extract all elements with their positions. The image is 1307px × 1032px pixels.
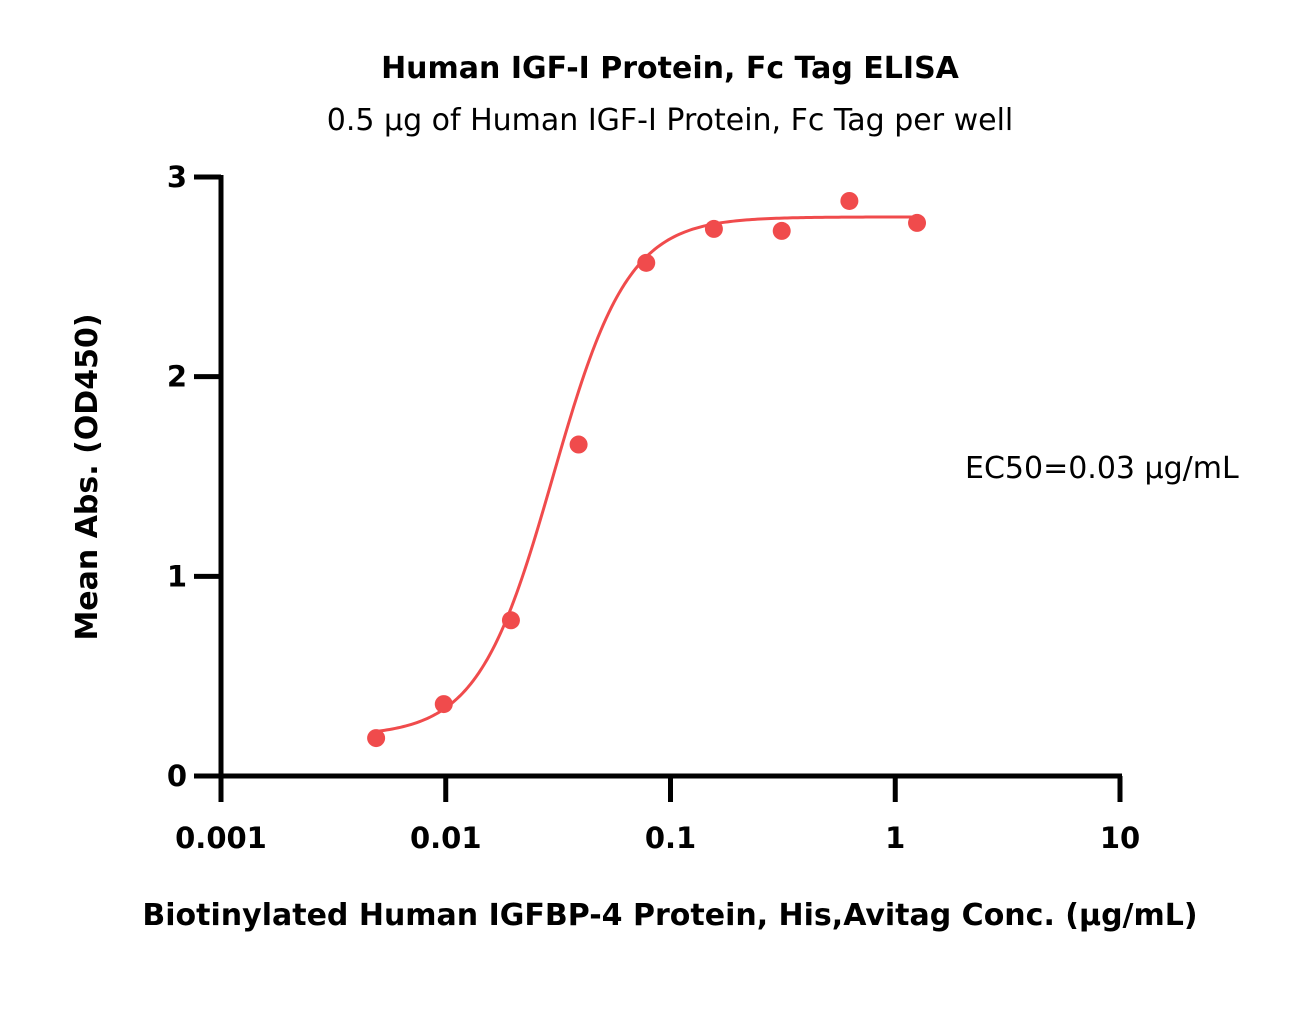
y-tick-label: 3	[167, 160, 187, 194]
data-point	[840, 191, 859, 210]
x-tick-label: 1	[885, 821, 905, 855]
x-tick-label: 10	[1100, 821, 1140, 855]
data-point	[501, 611, 520, 630]
x-tick-label: 0.001	[175, 821, 267, 855]
y-tick-label: 1	[167, 559, 187, 593]
data-point	[908, 213, 927, 232]
fit-layer	[375, 215, 918, 733]
data-point	[569, 435, 588, 454]
y-tick-label: 0	[167, 759, 187, 793]
x-axis-label: Biotinylated Human IGFBP-4 Protein, His,…	[142, 898, 1197, 933]
points-layer	[367, 191, 927, 748]
axes: 0 1 2 3 0.001 0.01 0.1 1 10	[167, 160, 1140, 855]
data-point	[704, 219, 723, 238]
fit-curve	[375, 215, 918, 733]
x-tick-label: 0.1	[645, 821, 696, 855]
data-point	[637, 253, 656, 272]
chart-title: Human IGF-I Protein, Fc Tag ELISA	[381, 51, 960, 86]
x-tick-label: 0.01	[410, 821, 482, 855]
data-point	[367, 729, 386, 748]
chart-subtitle: 0.5 μg of Human IGF-I Protein, Fc Tag pe…	[327, 103, 1014, 138]
y-axis-label: Mean Abs. (OD450)	[70, 313, 105, 640]
ec50-annotation: EC50=0.03 μg/mL	[965, 451, 1239, 486]
data-point	[772, 221, 791, 240]
data-point	[434, 695, 453, 714]
y-tick-label: 2	[167, 360, 187, 394]
